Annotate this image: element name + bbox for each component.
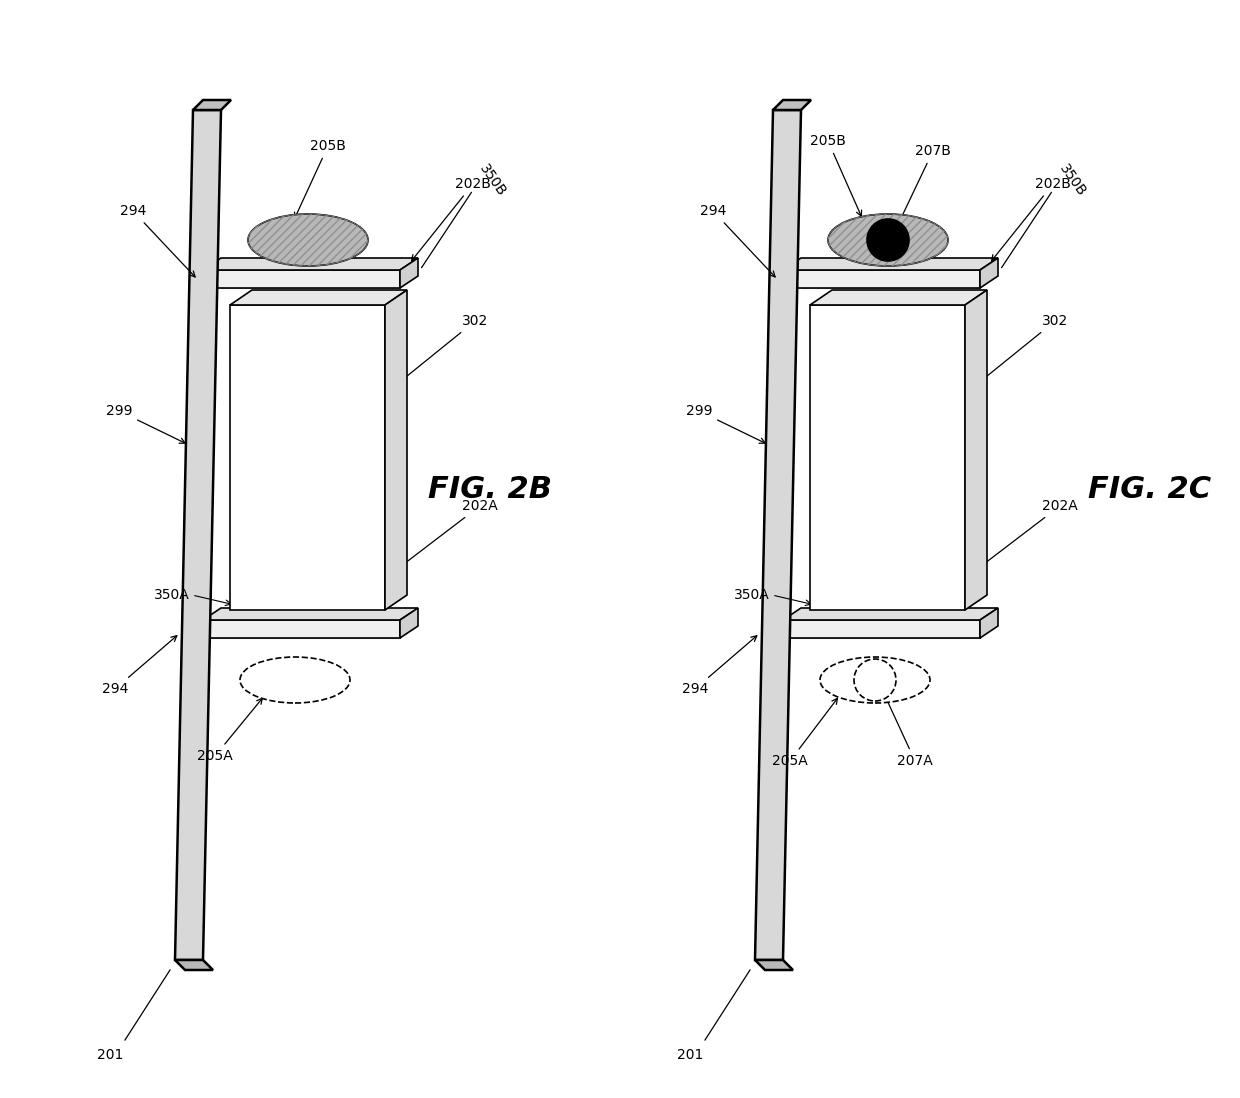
Polygon shape: [203, 270, 401, 288]
Text: 294: 294: [682, 636, 756, 696]
Text: 294: 294: [699, 204, 775, 277]
Text: 299: 299: [105, 404, 185, 444]
Text: 302: 302: [399, 314, 489, 382]
Text: 202A: 202A: [399, 498, 497, 568]
Text: FIG. 2B: FIG. 2B: [428, 475, 552, 504]
Text: 205B: 205B: [810, 134, 862, 216]
Polygon shape: [203, 620, 401, 638]
Polygon shape: [193, 100, 231, 110]
Polygon shape: [782, 620, 980, 638]
Text: 350B: 350B: [476, 161, 508, 199]
Text: 202B: 202B: [412, 177, 491, 260]
Text: 205B: 205B: [295, 139, 346, 219]
Ellipse shape: [241, 657, 350, 703]
Polygon shape: [782, 270, 980, 288]
Text: 201: 201: [97, 1047, 123, 1062]
Text: 294: 294: [120, 204, 195, 277]
Polygon shape: [229, 290, 407, 305]
Polygon shape: [773, 100, 811, 110]
Text: FIG. 2C: FIG. 2C: [1089, 475, 1211, 504]
Text: 294: 294: [102, 636, 177, 696]
Polygon shape: [384, 290, 407, 610]
Polygon shape: [401, 608, 418, 638]
Text: 350B: 350B: [1056, 161, 1087, 199]
Ellipse shape: [820, 657, 930, 703]
Text: 202A: 202A: [980, 498, 1078, 568]
Polygon shape: [965, 290, 987, 610]
Text: 350A: 350A: [154, 589, 190, 602]
Ellipse shape: [248, 214, 368, 266]
Polygon shape: [755, 960, 794, 970]
Text: 350A: 350A: [734, 589, 770, 602]
Polygon shape: [980, 608, 998, 638]
Text: 302: 302: [980, 314, 1068, 382]
Polygon shape: [401, 258, 418, 288]
Polygon shape: [782, 258, 998, 270]
Polygon shape: [203, 258, 418, 270]
Polygon shape: [782, 608, 998, 620]
Polygon shape: [175, 110, 221, 960]
Polygon shape: [980, 258, 998, 288]
Text: 202B: 202B: [992, 177, 1071, 260]
Text: 207A: 207A: [882, 688, 932, 768]
Text: 201: 201: [677, 1047, 703, 1062]
Text: 299: 299: [686, 404, 765, 444]
Polygon shape: [755, 110, 801, 960]
Polygon shape: [203, 608, 418, 620]
Text: 205A: 205A: [197, 698, 263, 763]
Polygon shape: [810, 290, 987, 305]
Ellipse shape: [854, 659, 897, 701]
Ellipse shape: [867, 219, 909, 261]
Text: 205A: 205A: [773, 698, 837, 768]
Polygon shape: [175, 960, 213, 970]
Ellipse shape: [828, 214, 949, 266]
Polygon shape: [810, 305, 965, 610]
Text: 207B: 207B: [895, 144, 951, 232]
Polygon shape: [229, 305, 384, 610]
